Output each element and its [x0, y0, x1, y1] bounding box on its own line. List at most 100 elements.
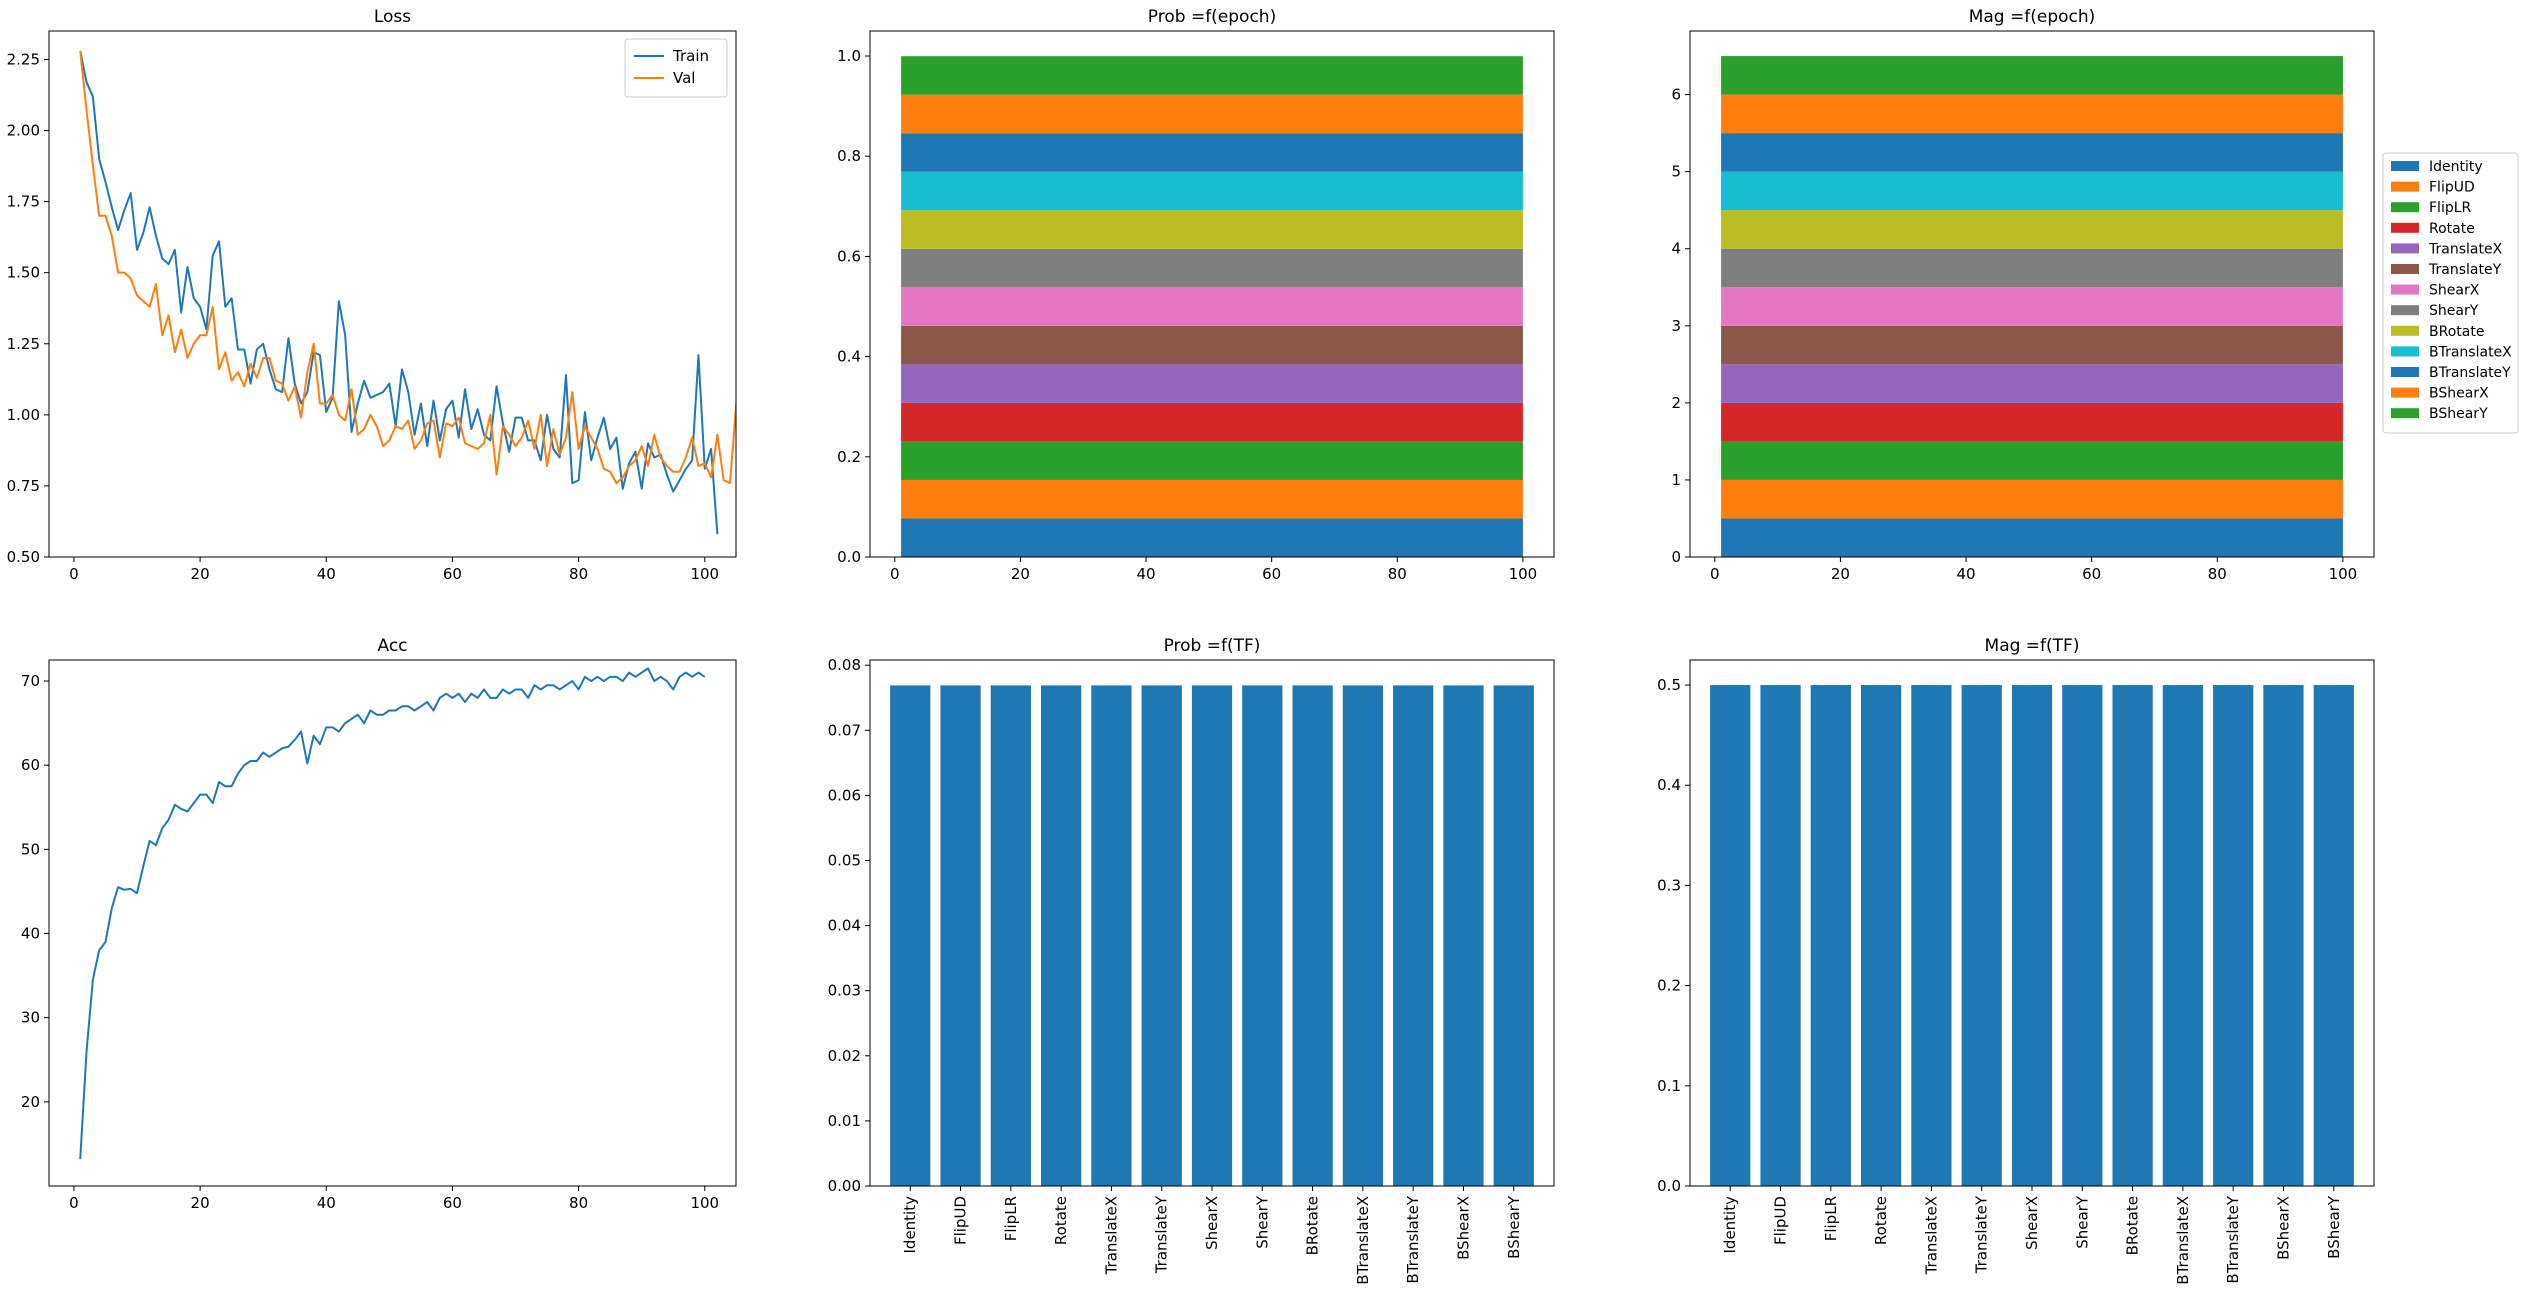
x-tick-label: 20 — [191, 565, 210, 583]
x-tick-label: 100 — [2329, 565, 2358, 583]
bar-flipud — [1760, 685, 1801, 1186]
y-tick-label: 1.75 — [7, 193, 40, 211]
bar-brotate — [1292, 685, 1333, 1186]
chart-title: Prob =f(TF) — [1164, 636, 1261, 656]
tf-legend-label-bshearx: BShearX — [2429, 386, 2489, 402]
tf-legend-label-bsheary: BShearY — [2429, 406, 2488, 422]
bar-sheary — [1242, 685, 1283, 1186]
bar-btranslatey — [1393, 685, 1434, 1186]
bar-shearx — [2011, 685, 2053, 1186]
bar-identity — [1710, 685, 1751, 1186]
legend-label-val: Val — [673, 69, 695, 87]
axes-frame — [869, 30, 1555, 558]
stack-band-9 — [901, 171, 1523, 211]
x-tick-label: 60 — [443, 565, 462, 583]
y-tick-label: 0.5 — [1657, 676, 1681, 694]
tf-legend-label-identity: Identity — [2429, 159, 2483, 175]
tf-legend-swatch-flipud — [2391, 181, 2419, 192]
series-line-train — [79, 50, 719, 535]
y-tick-label: 4 — [1671, 240, 1681, 258]
x-tick-label: 20 — [1011, 565, 1030, 583]
y-tick-label: 1.50 — [7, 264, 40, 282]
y-tick-label: 0.05 — [828, 852, 861, 870]
bar-bshearx — [2263, 685, 2304, 1186]
chart-prob-epoch: Prob =f(epoch) 0.0 0.2 0.4 0.6 0.8 1.0 0 20 40 60 8… — [837, 7, 1555, 583]
y-tick-label: 2 — [1671, 394, 1681, 412]
stack-band-7 — [901, 248, 1523, 288]
tf-legend-swatch-bshearx — [2391, 387, 2419, 398]
y-tick-label: 0.0 — [837, 548, 861, 566]
bar-rotate — [1041, 685, 1082, 1186]
y-tick-label: 0.2 — [837, 448, 861, 466]
tf-legend-swatch-btranslatex — [2391, 346, 2419, 357]
tf-legend-swatch-brotate — [2391, 325, 2419, 336]
axes-frame — [48, 659, 737, 1187]
tf-legend-swatch-translatey — [2391, 264, 2419, 274]
bar-btranslatex — [2162, 685, 2203, 1186]
y-tick-label: 1.00 — [7, 406, 40, 424]
y-tick-label: 0.02 — [828, 1047, 861, 1065]
bar-bsheary — [1493, 685, 1534, 1186]
x-tick-label: ShearY — [1253, 1195, 1271, 1249]
plot-area — [79, 50, 736, 535]
stack-band-12 — [901, 56, 1523, 95]
x-tick-label: 60 — [443, 1194, 462, 1212]
x-tick-label: BTranslateX — [1354, 1196, 1372, 1285]
y-tick-label: 1 — [1671, 471, 1681, 489]
y-tick-label: 0 — [1671, 548, 1681, 566]
tf-legend-swatch-bsheary — [2391, 408, 2419, 419]
x-tick-label: 80 — [2208, 565, 2227, 583]
x-tick-label: BTranslateX — [2174, 1196, 2192, 1285]
stack-band-3 — [901, 402, 1523, 442]
x-tick-label: FlipLR — [1002, 1196, 1020, 1241]
tf-legend-label-rotate: Rotate — [2429, 221, 2475, 237]
stack-band-12 — [1721, 56, 2343, 95]
tf-legend-label-btranslatey: BTranslateY — [2429, 365, 2511, 381]
x-tick-label: 100 — [690, 1194, 719, 1212]
stack-band-10 — [901, 133, 1523, 172]
bar-sheary — [2062, 685, 2103, 1186]
y-tick-label: 0.1 — [1657, 1077, 1681, 1095]
tf-legend-label-translatey: TranslateY — [2428, 262, 2502, 278]
tf-legend-swatch-fliplr — [2391, 202, 2419, 213]
chart-loss: Loss 0.50 0.75 1.00 1.25 1.50 1.75 2.00 2.25 0 20 4… — [7, 7, 737, 583]
stack-band-2 — [1721, 441, 2343, 480]
bar-flipud — [940, 685, 981, 1186]
chart-mag-tf: Mag =f(TF) 0.0 0.1 0.2 0.3 0.4 0.5 Identity Flip… — [1657, 636, 2375, 1285]
bar-translatex — [1091, 685, 1132, 1186]
tf-legend-swatch-translatex — [2391, 243, 2419, 254]
y-tick-label: 0.50 — [7, 548, 40, 566]
x-tick-label: 0 — [69, 1194, 79, 1212]
tf-legend-label-flipud: FlipUD — [2429, 180, 2475, 196]
stack-band-4 — [901, 364, 1523, 403]
x-tick-label: FlipLR — [1822, 1196, 1840, 1241]
x-tick-label: 80 — [1388, 565, 1407, 583]
y-tick-label: 2.00 — [7, 122, 40, 140]
x-tick-label: BShearY — [1505, 1195, 1523, 1259]
x-tick-label: 60 — [2082, 565, 2101, 583]
x-tick-label: 40 — [317, 1194, 336, 1212]
x-tick-label: ShearX — [2023, 1196, 2041, 1250]
x-tick-label: 100 — [690, 565, 719, 583]
stack-band-6 — [1721, 287, 2343, 326]
stack-band-6 — [901, 287, 1523, 326]
tf-legend: Identity FlipUD FlipLR Rotate TranslateX Tran… — [2382, 152, 2519, 434]
tf-legend-label-btranslatex: BTranslateX — [2429, 344, 2512, 360]
tf-legend-label-brotate: BRotate — [2429, 324, 2484, 340]
stack-band-11 — [901, 94, 1523, 134]
chart-title: Mag =f(epoch) — [1969, 7, 2096, 27]
axes-frame — [1689, 30, 2375, 558]
tf-legend-swatch-sheary — [2391, 305, 2419, 316]
bar-brotate — [2112, 685, 2153, 1186]
bar-rotate — [1861, 685, 1902, 1186]
tf-legend-swatch-btranslatey — [2391, 367, 2419, 377]
stack-band-1 — [1721, 479, 2343, 519]
x-tick-label: TranslateY — [1153, 1195, 1171, 1274]
x-tick-label: ShearY — [2073, 1195, 2091, 1249]
x-tick-label: Identity — [1721, 1196, 1739, 1254]
x-tick-label: BShearX — [2274, 1196, 2292, 1260]
chart-title: Prob =f(epoch) — [1148, 7, 1276, 27]
y-tick-label: 0.03 — [828, 982, 861, 1000]
x-tick-label: Identity — [901, 1196, 919, 1254]
